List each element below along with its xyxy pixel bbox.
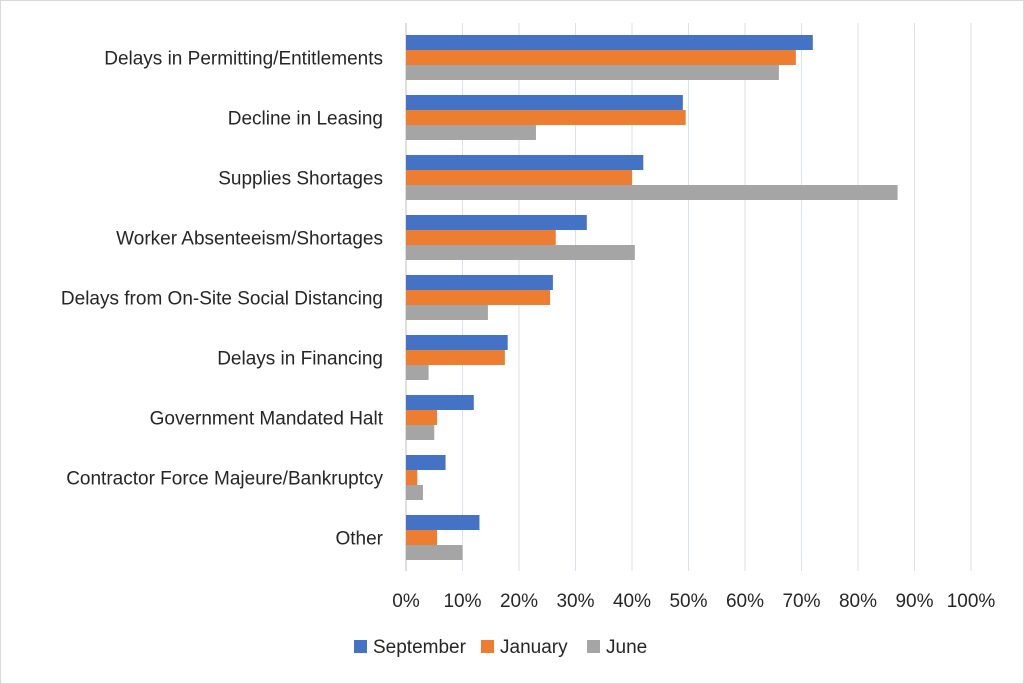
bar-september	[406, 275, 553, 290]
x-tick-label: 60%	[726, 591, 764, 612]
bar-june	[406, 545, 463, 560]
legend-swatch-june	[587, 640, 600, 653]
bar-january	[406, 50, 796, 65]
x-tick-label: 50%	[669, 591, 707, 612]
category-label: Other	[335, 529, 383, 550]
x-tick-label: 40%	[613, 591, 651, 612]
bars	[406, 35, 898, 560]
legend-label-september: September	[373, 637, 467, 658]
bar-september	[406, 455, 446, 470]
bar-june	[406, 365, 429, 380]
bar-january	[406, 410, 438, 425]
category-label: Contractor Force Majeure/Bankruptcy	[66, 469, 383, 490]
x-tick-label: 70%	[782, 591, 820, 612]
bar-june	[406, 245, 635, 260]
x-tick-label: 0%	[392, 591, 420, 612]
category-label: Supplies Shortages	[218, 169, 383, 190]
category-label: Worker Absenteeism/Shortages	[116, 229, 383, 250]
x-tick-label: 20%	[500, 591, 538, 612]
category-label: Delays in Permitting/Entitlements	[104, 49, 383, 70]
bar-january	[406, 230, 556, 245]
x-tick-label: 10%	[443, 591, 481, 612]
bar-june	[406, 305, 488, 320]
bar-september	[406, 515, 480, 530]
bar-june	[406, 425, 435, 440]
bar-january	[406, 170, 632, 185]
bar-january	[406, 470, 418, 485]
bar-september	[406, 95, 683, 110]
category-label: Delays from On-Site Social Distancing	[61, 289, 383, 310]
category-label: Decline in Leasing	[228, 109, 383, 130]
category-label: Government Mandated Halt	[150, 409, 384, 430]
bar-september	[406, 395, 474, 410]
bar-june	[406, 185, 898, 200]
category-labels: Delays in Permitting/Entitlements Decline…	[61, 49, 384, 550]
legend-swatch-september	[354, 640, 367, 653]
bar-january	[406, 530, 438, 545]
bar-june	[406, 125, 536, 140]
category-label: Delays in Financing	[217, 349, 383, 370]
bar-january	[406, 110, 686, 125]
legend-swatch-january	[481, 640, 494, 653]
bar-january	[406, 350, 505, 365]
x-axis-tick-labels: 0% 10% 20% 30% 40% 50% 60% 70% 80% 90% 100%	[392, 591, 995, 612]
legend: September January June	[354, 637, 647, 658]
bar-september	[406, 215, 587, 230]
legend-label-january: January	[500, 637, 568, 658]
bar-june	[406, 65, 779, 80]
bar-september	[406, 35, 813, 50]
legend-label-june: June	[606, 637, 647, 658]
bar-january	[406, 290, 551, 305]
x-tick-label: 90%	[895, 591, 933, 612]
bar-september	[406, 335, 508, 350]
bar-september	[406, 155, 644, 170]
bar-june	[406, 485, 423, 500]
x-tick-label: 100%	[947, 591, 996, 612]
x-tick-label: 80%	[839, 591, 877, 612]
x-tick-label: 30%	[556, 591, 594, 612]
